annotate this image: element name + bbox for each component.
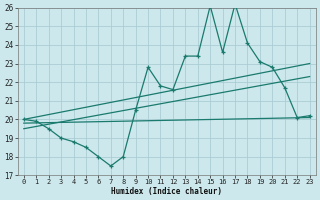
X-axis label: Humidex (Indice chaleur): Humidex (Indice chaleur): [111, 187, 222, 196]
